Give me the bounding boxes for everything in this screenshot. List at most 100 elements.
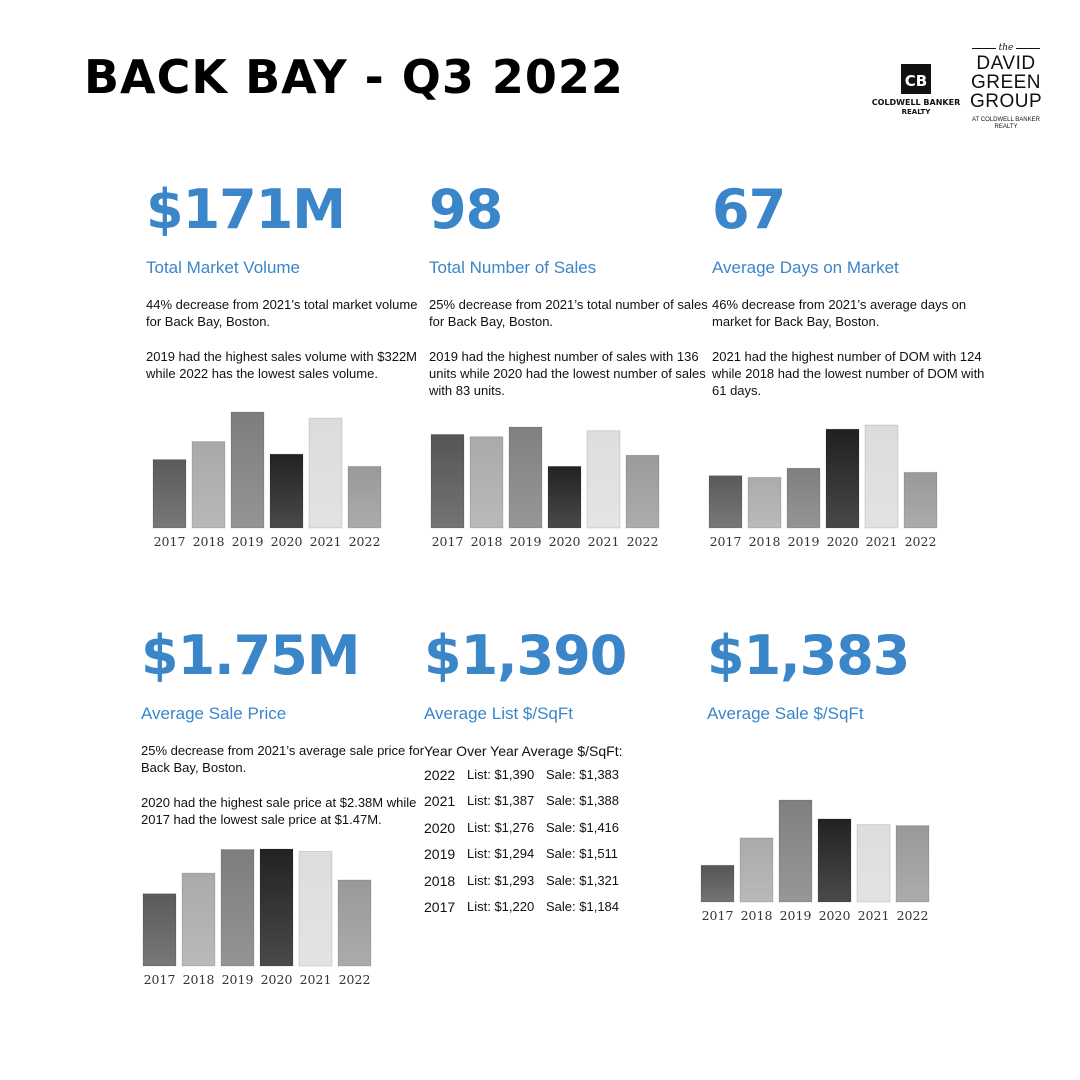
x-tick-label: 2022 (627, 534, 659, 549)
bar-2019 (778, 799, 813, 903)
x-tick-label: 2019 (510, 534, 542, 549)
yoy-list: List: $1,387 (467, 793, 535, 809)
dg-logo-at1: AT COLDWELL BANKER (972, 117, 1040, 123)
yoy-row: 2021 List: $1,387 Sale: $1,388 (424, 792, 714, 818)
chart-average-sale-sqft: 2017 2018 2019 2020 2021 2022 (700, 799, 930, 923)
stat-average-sale-sqft: $1,383 Average Sale $/SqFt (707, 626, 997, 724)
stat-average-sale-price: $1.75M Average Sale Price 25% decrease f… (141, 626, 431, 828)
bar-2019 (220, 848, 255, 967)
x-tick-label: 2022 (339, 972, 371, 987)
x-tick-label: 2021 (858, 908, 890, 923)
stat-total-market-volume: $171M Total Market Volume 44% decrease f… (146, 180, 436, 382)
chart-number-of-sales: 2017 2018 2019 2020 2021 2022 (430, 426, 660, 549)
bar-2020 (269, 453, 304, 529)
yoy-row: 2022 List: $1,390 Sale: $1,383 (424, 766, 714, 792)
bar-2020 (547, 465, 582, 529)
stat-value: $171M (146, 178, 346, 241)
bar-2017 (700, 864, 735, 903)
stat-average-list-sqft: $1,390 Average List $/SqFt (424, 626, 714, 724)
x-tick-label: 2018 (471, 534, 503, 549)
bar-2017 (152, 459, 187, 529)
chart-market-volume: 2017 2018 2019 2020 2021 2022 (152, 411, 382, 549)
bar-2020 (817, 818, 852, 903)
yoy-list: List: $1,390 (467, 767, 535, 782)
bar-2021 (586, 430, 621, 529)
yoy-sale: Sale: $1,321 (546, 872, 620, 888)
yoy-sale: Sale: $1,383 (546, 767, 620, 782)
bar-2019 (508, 426, 543, 529)
x-tick-label: 2021 (300, 972, 332, 987)
x-tick-label: 2020 (549, 534, 581, 549)
page-title: BACK BAY - Q3 2022 (84, 50, 624, 104)
stat-total-number-of-sales: 98 Total Number of Sales 25% decrease fr… (429, 180, 719, 399)
bar-2018 (181, 872, 216, 967)
yoy-year: 2022 (424, 767, 456, 783)
yoy-sale: Sale: $1,416 (546, 819, 620, 835)
bar-2022 (337, 879, 372, 967)
bar-2022 (903, 471, 938, 529)
yoy-list: List: $1,294 (467, 846, 535, 862)
chart-days-on-market: 2017 2018 2019 2020 2021 2022 (708, 424, 938, 549)
x-tick-label: 2017 (154, 534, 186, 549)
x-tick-label: 2018 (183, 972, 215, 987)
bar-2018 (469, 436, 504, 529)
bar-2017 (708, 475, 743, 529)
x-tick-label: 2017 (710, 534, 742, 549)
stat-value: 67 (712, 178, 786, 241)
x-tick-label: 2020 (271, 534, 303, 549)
yoy-year: 2019 (424, 846, 456, 863)
yoy-list: List: $1,220 (467, 898, 535, 914)
bar-2017 (430, 433, 465, 529)
stat-desc-2: 2021 had the highest number of DOM with … (712, 349, 985, 398)
coldwell-banker-logo: CB COLDWELL BANKER REALTY (866, 64, 966, 117)
yoy-title: Year Over Year Average $/SqFt: (424, 743, 623, 759)
dg-logo-the: the (970, 42, 1042, 54)
yoy-year: 2017 (424, 898, 456, 915)
bar-2022 (625, 454, 660, 529)
x-tick-label: 2022 (897, 908, 929, 923)
chart-average-sale-price: 2017 2018 2019 2020 2021 2022 (142, 848, 372, 987)
bar-2020 (825, 428, 860, 529)
stat-label: Total Number of Sales (429, 258, 597, 277)
bar-2020 (259, 848, 294, 967)
yoy-sqft-table: Year Over Year Average $/SqFt: 2022 List… (424, 742, 714, 924)
x-tick-label: 2018 (741, 908, 773, 923)
stat-label: Average Sale $/SqFt (707, 704, 864, 723)
yoy-sale: Sale: $1,388 (546, 793, 620, 809)
yoy-row: 2018 List: $1,293 Sale: $1,321 (424, 872, 714, 898)
dg-logo-line1: DAVID (976, 53, 1036, 74)
bar-2018 (739, 837, 774, 903)
stat-desc-1: 44% decrease from 2021’s total market vo… (146, 297, 418, 329)
bar-2018 (191, 441, 226, 529)
bar-2018 (747, 476, 782, 529)
x-tick-label: 2017 (702, 908, 734, 923)
stat-average-days-on-market: 67 Average Days on Market 46% decrease f… (712, 180, 1002, 399)
x-tick-label: 2019 (222, 972, 254, 987)
stat-desc-2: 2020 had the highest sale price at $2.38… (141, 795, 417, 827)
yoy-sale: Sale: $1,511 (546, 846, 619, 862)
stat-label: Average List $/SqFt (424, 704, 573, 723)
x-tick-label: 2021 (866, 534, 898, 549)
stat-desc-1: 25% decrease from 2021’s average sale pr… (141, 743, 425, 775)
yoy-year: 2020 (424, 819, 456, 836)
x-tick-label: 2019 (232, 534, 264, 549)
stat-value: 98 (429, 178, 503, 241)
yoy-row: 2020 List: $1,276 Sale: $1,416 (424, 819, 714, 845)
x-tick-label: 2017 (432, 534, 464, 549)
dg-logo-at2: REALTY (994, 124, 1018, 130)
stat-label: Average Sale Price (141, 704, 287, 723)
yoy-year: 2018 (424, 872, 456, 889)
x-tick-label: 2021 (310, 534, 342, 549)
stat-desc-1: 25% decrease from 2021’s total number of… (429, 297, 708, 329)
x-tick-label: 2019 (788, 534, 820, 549)
x-tick-label: 2018 (193, 534, 225, 549)
bar-2021 (308, 417, 343, 529)
dg-logo-line2: GREEN (970, 72, 1042, 93)
bar-2021 (298, 850, 333, 967)
x-tick-label: 2020 (819, 908, 851, 923)
x-tick-label: 2021 (588, 534, 620, 549)
bar-2019 (786, 467, 821, 529)
stat-value: $1,383 (707, 624, 910, 687)
x-tick-label: 2019 (780, 908, 812, 923)
yoy-list: List: $1,276 (467, 819, 535, 835)
